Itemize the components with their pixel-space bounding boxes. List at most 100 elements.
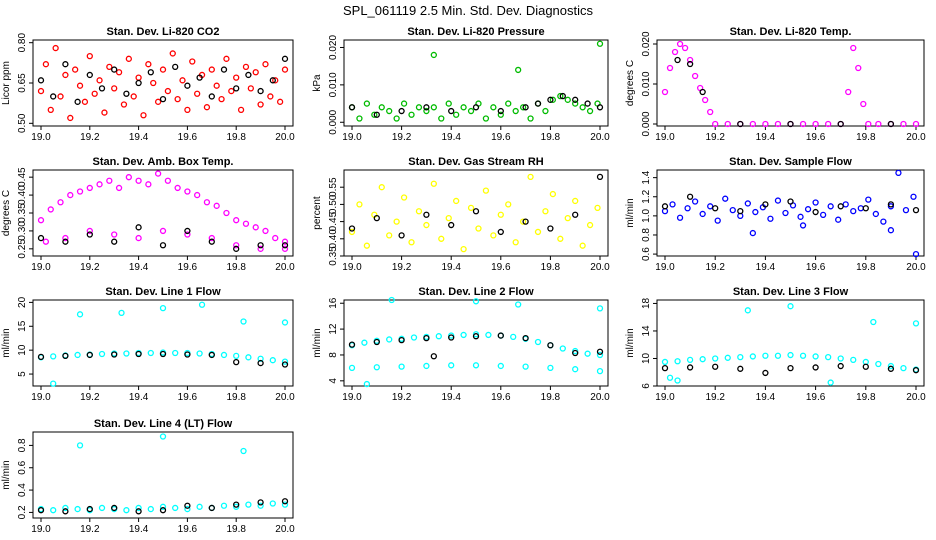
y-tick-label: 18 — [641, 297, 652, 309]
y-tick-label: 0.010 — [328, 72, 339, 97]
data-point — [247, 85, 254, 92]
y-tick-label: 20 — [17, 296, 28, 308]
data-point — [534, 228, 542, 236]
data-point — [686, 364, 694, 371]
y-axis-label: degrees C — [1, 190, 12, 236]
data-point — [505, 201, 512, 208]
x-tick-label: 19.6 — [491, 132, 511, 143]
data-point — [472, 333, 480, 340]
data-point — [699, 210, 706, 218]
data-point — [510, 333, 517, 341]
data-point — [86, 52, 93, 60]
data-point — [686, 193, 694, 200]
data-point — [767, 215, 774, 222]
data-point — [762, 369, 769, 377]
data-point — [257, 355, 264, 362]
data-point — [522, 218, 529, 225]
y-tick-label: 5 — [17, 371, 28, 377]
data-point — [827, 379, 834, 386]
y-axis-label: kPa — [312, 74, 323, 92]
y-tick-label: 0.50 — [17, 113, 28, 133]
data-point — [125, 55, 132, 62]
data-point — [534, 100, 542, 107]
data-point — [666, 64, 674, 72]
data-point — [475, 225, 482, 232]
data-point — [37, 353, 45, 361]
plot-frame — [32, 299, 294, 387]
data-point — [661, 203, 669, 210]
data-point — [203, 199, 211, 206]
x-tick-label: 19.8 — [541, 132, 561, 143]
panel-title: Stan. Dev. Li-820 Temp. — [730, 26, 852, 38]
data-point — [62, 508, 69, 515]
data-point — [106, 177, 113, 184]
data-point — [257, 499, 264, 506]
data-point — [674, 358, 681, 365]
data-point — [850, 207, 857, 215]
data-point — [448, 334, 455, 341]
data-point — [522, 363, 529, 370]
data-point — [164, 87, 172, 95]
x-tick-label: 19.8 — [541, 262, 561, 273]
data-point — [572, 100, 579, 107]
data-point — [47, 206, 54, 213]
data-point — [557, 92, 564, 100]
data-point — [837, 362, 844, 370]
data-point — [515, 66, 522, 74]
data-point — [62, 234, 69, 242]
data-point — [194, 191, 201, 199]
x-tick-label: 20.0 — [906, 392, 926, 403]
data-point — [430, 51, 437, 59]
data-point — [744, 200, 751, 207]
data-point — [67, 114, 74, 122]
data-point — [257, 87, 264, 95]
data-point — [453, 111, 460, 118]
data-point — [115, 69, 123, 76]
data-point — [74, 505, 81, 513]
data-point — [661, 358, 669, 366]
data-point — [438, 235, 445, 242]
series-main — [661, 169, 920, 258]
data-point — [242, 220, 250, 227]
data-point — [233, 352, 240, 360]
data-point — [184, 351, 191, 358]
data-point — [159, 66, 167, 73]
data-point — [135, 504, 142, 512]
data-point — [242, 63, 250, 71]
plot-frame — [343, 299, 609, 387]
y-tick-label: 14 — [641, 325, 652, 337]
x-tick-label: 19.4 — [441, 392, 461, 403]
data-point — [184, 231, 191, 238]
data-point — [430, 180, 437, 187]
panel-9: Stan. Dev. Line 3 Flow ml/min 19.0 19.2 19.4… — [625, 286, 926, 403]
y-tick-label: 0.45 — [328, 211, 339, 231]
panel-8: Stan. Dev. Line 2 Flow ml/min 19.0 19.2 19.4… — [312, 286, 610, 403]
x-tick-label: 20.0 — [590, 262, 610, 273]
data-point — [549, 190, 557, 198]
y-tick-label: 1.2 — [641, 189, 652, 203]
x-tick-label: 19.8 — [856, 262, 876, 273]
data-point — [208, 234, 215, 242]
x-tick-label: 19.6 — [806, 262, 826, 273]
data-point — [356, 201, 363, 208]
data-point — [223, 55, 230, 62]
x-tick-label: 19.2 — [80, 262, 100, 273]
y-axis-label: ml/min — [625, 198, 636, 227]
data-point — [348, 341, 356, 348]
data-point — [37, 87, 45, 95]
data-point — [189, 58, 196, 65]
data-point — [572, 347, 579, 355]
data-point — [115, 184, 123, 192]
x-tick-label: 19.0 — [31, 524, 51, 535]
series-reference — [37, 55, 289, 105]
series-main — [661, 303, 920, 386]
data-point — [448, 332, 455, 339]
x-tick-label: 20.0 — [906, 262, 926, 273]
data-point — [674, 56, 681, 64]
series-reference — [37, 350, 289, 368]
data-point — [159, 350, 167, 358]
data-point — [57, 93, 64, 100]
data-point — [50, 93, 57, 100]
x-tick-label: 19.0 — [342, 392, 362, 403]
data-point — [154, 98, 162, 105]
